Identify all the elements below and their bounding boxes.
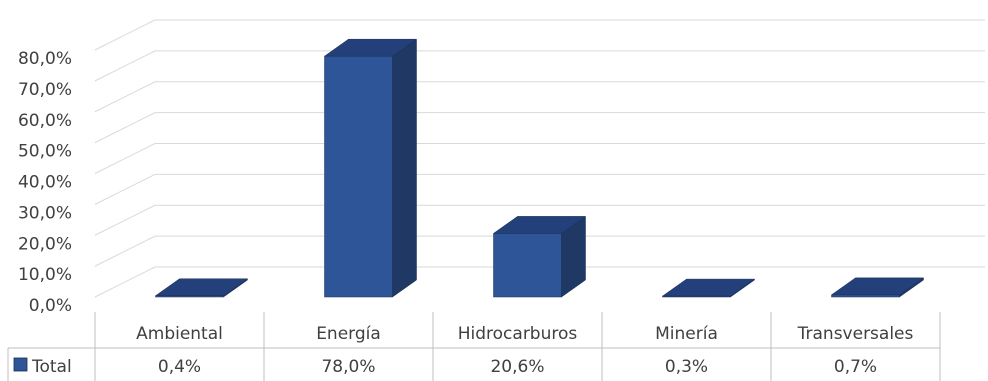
y-tick-label: 20,0% bbox=[18, 234, 72, 254]
bar-front bbox=[831, 294, 900, 298]
bar-top bbox=[323, 38, 418, 57]
data-label: 0,3% bbox=[665, 357, 708, 377]
gridline bbox=[94, 143, 985, 174]
data-label: 0,4% bbox=[158, 357, 201, 377]
y-tick-label: 80,0% bbox=[18, 49, 72, 69]
y-tick-label: 30,0% bbox=[18, 203, 72, 223]
bar-top bbox=[154, 278, 249, 297]
gridline bbox=[94, 235, 985, 267]
x-category-label: Ambiental bbox=[136, 324, 223, 344]
gridline bbox=[94, 19, 985, 51]
bar-minería bbox=[661, 278, 756, 298]
data-label: 0,7% bbox=[834, 357, 877, 377]
gridline bbox=[94, 81, 985, 113]
x-category-label: Energía bbox=[316, 324, 381, 344]
gridline bbox=[94, 266, 985, 298]
legend-swatch bbox=[13, 357, 28, 372]
data-label: 78,0% bbox=[321, 357, 375, 377]
bar-ambiental bbox=[154, 278, 249, 298]
y-tick-label: 0,0% bbox=[29, 296, 72, 316]
bar-top bbox=[830, 277, 925, 296]
bar-energía bbox=[323, 38, 418, 298]
series-name: Total bbox=[31, 357, 72, 377]
bar-top bbox=[661, 278, 756, 297]
y-tick-label: 60,0% bbox=[18, 111, 72, 131]
bar-transversales bbox=[830, 277, 925, 298]
gridline bbox=[94, 173, 985, 205]
data-table: Ambiental Energía Hidrocarburos Minería Tran… bbox=[7, 312, 941, 381]
bar-front bbox=[324, 55, 393, 298]
gridline bbox=[94, 50, 985, 82]
bars bbox=[154, 38, 925, 298]
bar-front bbox=[493, 233, 562, 298]
gridline bbox=[94, 112, 985, 144]
x-category-label: Hidrocarburos bbox=[458, 324, 578, 344]
y-tick-label: 50,0% bbox=[18, 142, 72, 162]
y-tick-label: 70,0% bbox=[18, 80, 72, 100]
data-label: 20,6% bbox=[490, 357, 544, 377]
x-category-label: Transversales bbox=[797, 324, 914, 344]
bar-top bbox=[492, 216, 587, 234]
y-axis-ticks: 0,0% 10,0% 20,0% 30,0% 40,0% 50,0% 60,0% 70,0% 8… bbox=[18, 49, 72, 316]
gridline bbox=[94, 204, 985, 236]
grid-layer bbox=[94, 19, 985, 298]
y-tick-label: 40,0% bbox=[18, 173, 72, 193]
bar-side bbox=[392, 38, 417, 298]
bar-hidrocarburos bbox=[492, 215, 587, 298]
x-category-label: Minería bbox=[655, 324, 718, 344]
y-tick-label: 10,0% bbox=[18, 265, 72, 285]
